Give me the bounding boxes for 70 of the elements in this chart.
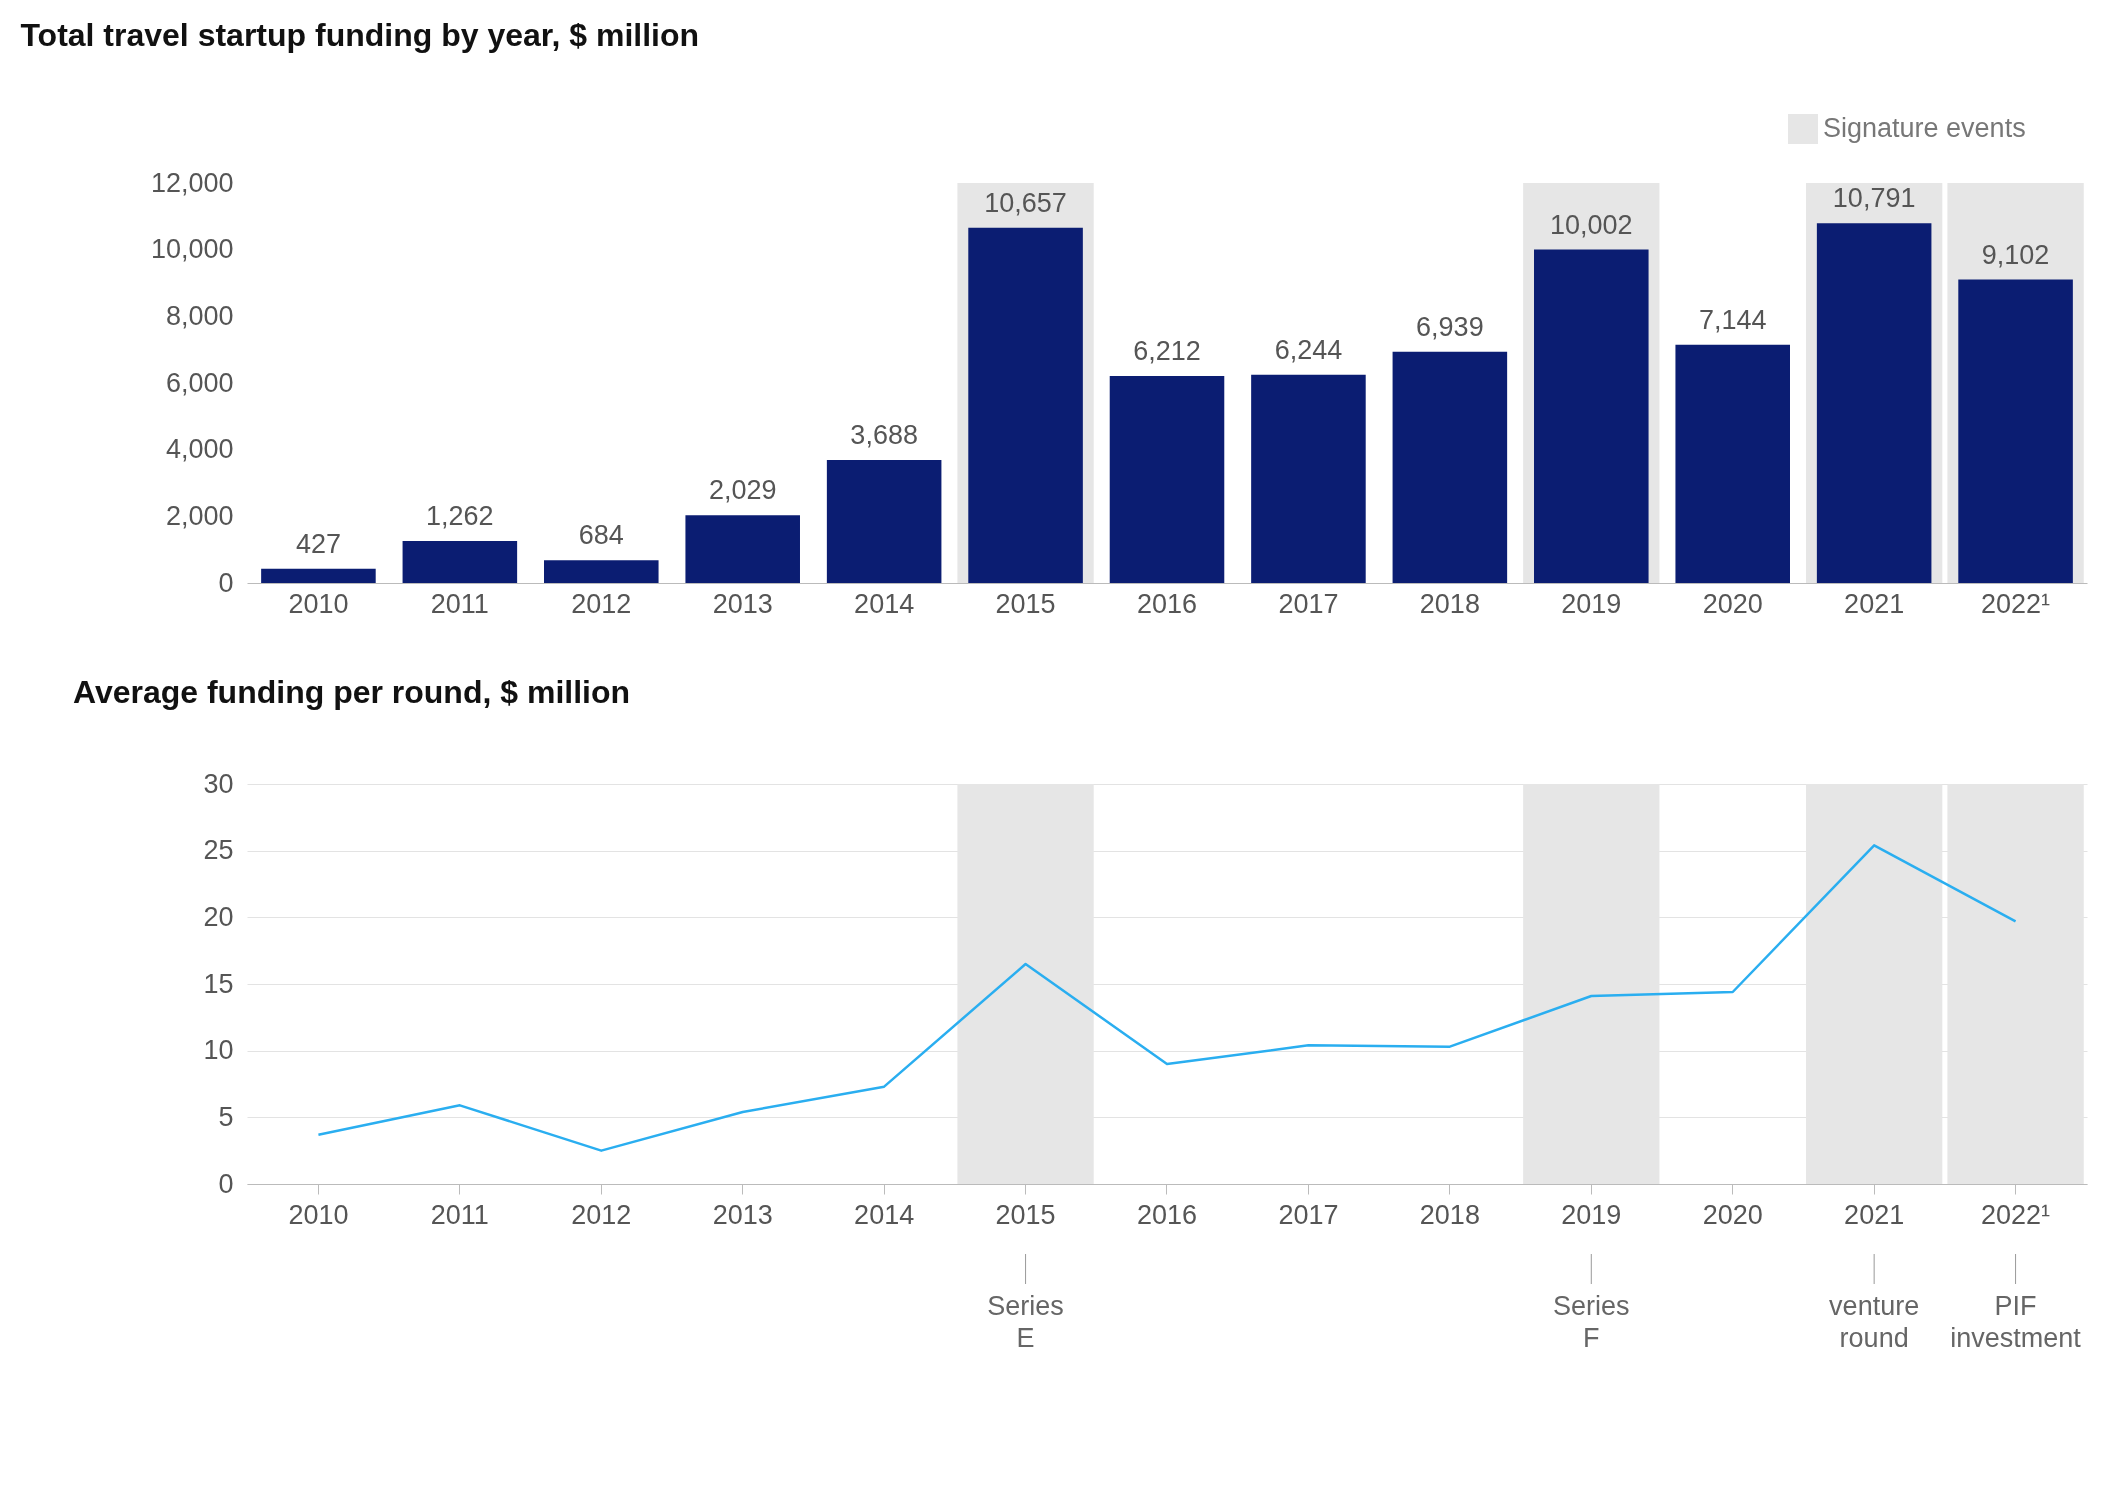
bar bbox=[402, 540, 518, 583]
y-tick-label: 20 bbox=[203, 901, 234, 932]
x-tick-label: 2011 bbox=[430, 1199, 489, 1230]
y-tick-label: 10,000 bbox=[150, 234, 234, 265]
data-label: 3,688 bbox=[850, 420, 918, 451]
bar bbox=[685, 515, 800, 583]
data-label: 10,002 bbox=[1549, 209, 1633, 240]
data-label: 2,029 bbox=[708, 475, 777, 506]
y-tick-label: 2,000 bbox=[165, 500, 234, 531]
data-label: 9,102 bbox=[1981, 239, 2050, 270]
annotation: PIF investment bbox=[1950, 1291, 2082, 1353]
data-label: 10,657 bbox=[984, 187, 1067, 218]
y-tick-label: 8,000 bbox=[165, 300, 234, 331]
data-label: 684 bbox=[578, 520, 624, 551]
y-tick-label: 5 bbox=[218, 1101, 234, 1132]
data-label: 10,791 bbox=[1832, 183, 1916, 214]
x-tick-label: 2013 bbox=[712, 588, 773, 619]
y-tick-label: 15 bbox=[203, 968, 234, 999]
y-tick-label: 12,000 bbox=[150, 167, 234, 198]
x-tick-label: 2018 bbox=[1419, 588, 1480, 619]
data-label: 7,144 bbox=[1698, 304, 1767, 335]
bar bbox=[1251, 374, 1366, 583]
chart-title: Average funding per round, $ million bbox=[72, 674, 631, 710]
bar bbox=[826, 460, 942, 583]
annotation: Series F bbox=[1553, 1291, 1630, 1353]
x-tick-label: 2010 bbox=[288, 588, 349, 619]
data-label: 1,262 bbox=[426, 500, 494, 531]
y-tick-label: 0 bbox=[218, 1168, 234, 1199]
legend-label: Signature events bbox=[1823, 113, 2026, 143]
annotation: venture round bbox=[1829, 1291, 1920, 1353]
x-tick-label: 2017 bbox=[1278, 588, 1339, 619]
y-tick-label: 10 bbox=[203, 1035, 234, 1066]
data-label: 6,939 bbox=[1416, 311, 1484, 342]
bar bbox=[544, 560, 659, 583]
y-tick-label: 30 bbox=[203, 768, 234, 799]
y-tick-label: 0 bbox=[218, 567, 234, 598]
data-label: 6,212 bbox=[1133, 335, 1201, 366]
x-tick-label: 2012 bbox=[571, 588, 632, 619]
line-series bbox=[317, 844, 2017, 1152]
x-tick-label: 2015 bbox=[995, 1199, 1056, 1230]
x-tick-label: 2021 bbox=[1844, 1199, 1905, 1230]
x-tick-label: 2022¹ bbox=[1981, 1199, 2051, 1230]
chart-title: Total travel startup funding by year, $ million bbox=[20, 17, 700, 53]
x-tick-label: 2020 bbox=[1702, 588, 1763, 619]
x-tick-label: 2022¹ bbox=[1981, 588, 2051, 619]
bar bbox=[1109, 375, 1225, 583]
x-tick-label: 2012 bbox=[571, 1199, 632, 1230]
y-tick-label: 6,000 bbox=[165, 367, 234, 398]
x-tick-label: 2021 bbox=[1844, 588, 1905, 619]
x-tick-label: 2019 bbox=[1561, 588, 1622, 619]
x-tick-label: 2016 bbox=[1136, 1199, 1198, 1230]
annotation: Series E bbox=[987, 1291, 1064, 1353]
bar bbox=[1392, 351, 1508, 583]
x-tick-label: 2010 bbox=[288, 1199, 349, 1230]
x-tick-label: 2020 bbox=[1702, 1199, 1763, 1230]
x-tick-label: 2018 bbox=[1419, 1199, 1480, 1230]
x-tick-label: 2014 bbox=[854, 1199, 915, 1230]
x-tick-label: 2016 bbox=[1136, 588, 1198, 619]
data-label: 427 bbox=[295, 528, 341, 559]
x-tick-label: 2015 bbox=[995, 588, 1056, 619]
x-tick-label: 2019 bbox=[1561, 1199, 1622, 1230]
x-tick-label: 2017 bbox=[1278, 1199, 1339, 1230]
data-label: 6,244 bbox=[1274, 334, 1343, 365]
x-tick-label: 2011 bbox=[430, 588, 489, 619]
bar bbox=[1675, 344, 1790, 583]
y-tick-label: 4,000 bbox=[165, 434, 234, 465]
x-tick-label: 2014 bbox=[854, 588, 915, 619]
y-tick-label: 25 bbox=[203, 835, 234, 866]
bar bbox=[261, 568, 376, 583]
x-tick-label: 2013 bbox=[712, 1199, 773, 1230]
